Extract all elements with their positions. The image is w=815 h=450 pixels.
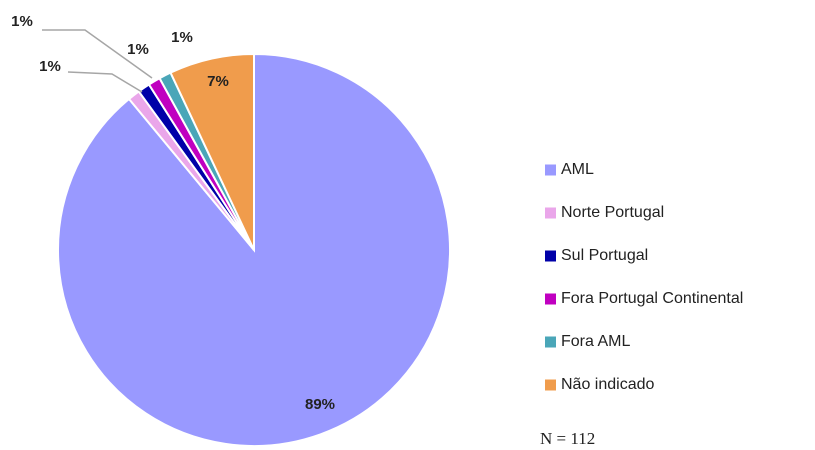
legend-label: AML	[561, 161, 594, 178]
legend-label: Fora AML	[561, 333, 630, 350]
legend-label: Norte Portugal	[561, 204, 664, 221]
note: N = 112	[540, 429, 595, 448]
data-label: 1%	[39, 58, 61, 75]
legend-swatch	[545, 250, 556, 262]
data-label: 7%	[207, 73, 229, 90]
legend-swatch	[545, 293, 556, 305]
legend-swatch	[545, 379, 556, 391]
legend-label: Não indicado	[561, 376, 655, 393]
leader-line	[67, 71, 143, 93]
data-label: 1%	[127, 41, 149, 58]
pie-slice	[169, 52, 255, 251]
legend-label: Sul Portugal	[561, 247, 648, 264]
data-label: 1%	[11, 13, 33, 30]
legend-swatch	[545, 164, 556, 176]
legend-label: Fora Portugal Continental	[561, 290, 743, 307]
legend-swatch	[545, 336, 556, 348]
data-label: 89%	[305, 396, 335, 413]
legend-swatch	[545, 207, 556, 219]
leader-line	[42, 29, 153, 79]
data-label: 1%	[171, 29, 193, 46]
